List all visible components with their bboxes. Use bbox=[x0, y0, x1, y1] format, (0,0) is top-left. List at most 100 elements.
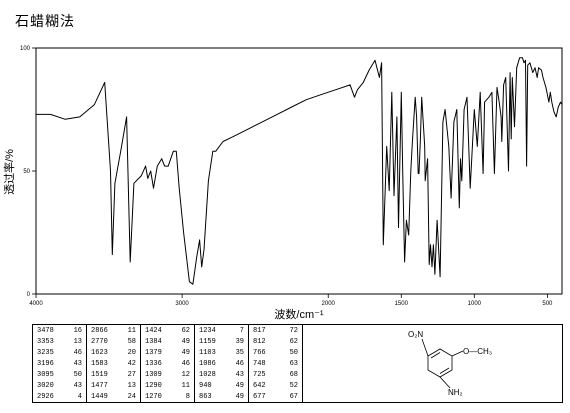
peak-row: 1449 24 bbox=[87, 392, 140, 403]
peak-row: 940 49 bbox=[195, 381, 248, 392]
peak-row: 1384 49 bbox=[141, 337, 194, 348]
peak-wavenumber: 2770 bbox=[91, 338, 108, 346]
peak-column: 1424 62 1384 49 1379 49 1336 46 1309 12 1290 11 1270… bbox=[141, 325, 195, 402]
peak-row: 3353 13 bbox=[33, 337, 86, 348]
peak-column: 2866 11 2770 58 1623 20 1583 42 1519 27 1477 13 1449… bbox=[87, 325, 141, 402]
axis-ticks bbox=[32, 47, 548, 298]
peak-transmittance: 35 bbox=[235, 349, 244, 357]
peak-wavenumber: 863 bbox=[199, 393, 212, 401]
peak-transmittance: 13 bbox=[73, 338, 82, 346]
peak-row: 863 49 bbox=[195, 392, 248, 403]
peak-wavenumber: 2866 bbox=[91, 327, 108, 335]
peak-wavenumber: 1103 bbox=[199, 349, 216, 357]
chart-title: 石蜡糊法 bbox=[15, 13, 75, 29]
peak-row: 1477 13 bbox=[87, 381, 140, 392]
peak-transmittance: 62 bbox=[289, 338, 298, 346]
peak-transmittance: 24 bbox=[127, 393, 136, 401]
peak-wavenumber: 1086 bbox=[199, 360, 216, 368]
peak-row: 748 63 bbox=[249, 359, 302, 370]
peak-transmittance: 43 bbox=[73, 382, 82, 390]
y-tick-label: 100 bbox=[20, 46, 31, 52]
peak-row: 2770 58 bbox=[87, 337, 140, 348]
x-tick-label: 1000 bbox=[468, 301, 482, 307]
peak-row: 725 68 bbox=[249, 370, 302, 381]
peak-transmittance: 67 bbox=[289, 393, 298, 401]
peak-row: 642 52 bbox=[249, 381, 302, 392]
peak-transmittance: 49 bbox=[181, 349, 190, 357]
peak-transmittance: 11 bbox=[127, 327, 136, 335]
peak-transmittance: 52 bbox=[289, 382, 298, 390]
x-tick-label: 2000 bbox=[322, 301, 336, 307]
series-layer bbox=[36, 57, 563, 285]
peak-row: 1270 8 bbox=[141, 392, 194, 403]
y-tick-label: 50 bbox=[23, 169, 30, 175]
x-tick-label: 4000 bbox=[29, 301, 43, 307]
peak-wavenumber: 642 bbox=[253, 382, 266, 390]
peak-wavenumber: 3095 bbox=[37, 371, 54, 379]
peak-row: 1623 20 bbox=[87, 348, 140, 359]
peak-row: 1086 46 bbox=[195, 359, 248, 370]
peak-row: 817 72 bbox=[249, 326, 302, 337]
peak-wavenumber: 1379 bbox=[145, 349, 162, 357]
structure-cell: O₂N O—CH₃ NH₂ bbox=[305, 325, 562, 402]
peak-transmittance: 4 bbox=[77, 393, 82, 401]
peak-transmittance: 16 bbox=[73, 327, 82, 335]
peak-transmittance: 50 bbox=[289, 349, 298, 357]
peak-wavenumber: 1384 bbox=[145, 338, 162, 346]
peak-wavenumber: 677 bbox=[253, 393, 266, 401]
peak-row: 1519 27 bbox=[87, 370, 140, 381]
peak-row: 2926 4 bbox=[33, 392, 86, 403]
x-tick-label: 1500 bbox=[395, 301, 409, 307]
amino-group-label: NH₂ bbox=[448, 388, 463, 397]
peak-transmittance: 42 bbox=[127, 360, 136, 368]
peak-row: 1234 7 bbox=[195, 326, 248, 337]
peak-transmittance: 49 bbox=[235, 393, 244, 401]
y-axis-label-text: 透过率/% bbox=[2, 149, 16, 195]
peak-row: 1028 43 bbox=[195, 370, 248, 381]
peak-row: 3020 43 bbox=[33, 381, 86, 392]
peak-wavenumber: 1336 bbox=[145, 360, 162, 368]
peak-transmittance: 12 bbox=[181, 371, 190, 379]
peak-row: 1424 62 bbox=[141, 326, 194, 337]
peak-transmittance: 43 bbox=[73, 360, 82, 368]
peak-transmittance: 49 bbox=[235, 382, 244, 390]
peak-row: 3095 50 bbox=[33, 370, 86, 381]
peak-transmittance: 11 bbox=[181, 382, 190, 390]
x-axis-label: 波数/cm⁻¹ bbox=[274, 308, 324, 321]
peak-wavenumber: 725 bbox=[253, 371, 266, 379]
methoxy-group-label: O—CH₃ bbox=[463, 347, 492, 356]
peak-wavenumber: 1449 bbox=[91, 393, 108, 401]
peak-row: 3196 43 bbox=[33, 359, 86, 370]
molecule-structure: O₂N O—CH₃ NH₂ bbox=[408, 330, 492, 397]
peak-table: 3478 16 3353 13 3235 46 3196 43 3095 50 3020 43 2926… bbox=[32, 324, 563, 403]
peak-wavenumber: 812 bbox=[253, 338, 266, 346]
peak-transmittance: 58 bbox=[127, 338, 136, 346]
peak-row: 1103 35 bbox=[195, 348, 248, 359]
peak-wavenumber: 1270 bbox=[145, 393, 162, 401]
peak-wavenumber: 1028 bbox=[199, 371, 216, 379]
peak-wavenumber: 3478 bbox=[37, 327, 54, 335]
benzene-ring bbox=[421, 338, 464, 389]
peak-row: 2866 11 bbox=[87, 326, 140, 337]
peak-row: 3235 46 bbox=[33, 348, 86, 359]
x-tick-label: 500 bbox=[542, 301, 553, 307]
peak-column: 817 72 812 62 766 50 748 63 725 68 642 52 677 67 bbox=[249, 325, 303, 402]
y-tick-label: 0 bbox=[27, 292, 31, 298]
axis-tick-labels: 4000 3000 2000 1500 1000 500 0 50 100 bbox=[20, 46, 553, 307]
peak-wavenumber: 817 bbox=[253, 327, 266, 335]
peak-transmittance: 63 bbox=[289, 360, 298, 368]
peak-row: 1379 49 bbox=[141, 348, 194, 359]
peak-transmittance: 46 bbox=[73, 349, 82, 357]
peak-row: 3478 16 bbox=[33, 326, 86, 337]
peak-wavenumber: 1159 bbox=[199, 338, 216, 346]
peak-wavenumber: 3353 bbox=[37, 338, 54, 346]
peak-wavenumber: 1309 bbox=[145, 371, 162, 379]
peak-row: 1309 12 bbox=[141, 370, 194, 381]
peak-transmittance: 43 bbox=[235, 371, 244, 379]
peak-transmittance: 20 bbox=[127, 349, 136, 357]
peak-transmittance: 13 bbox=[127, 382, 136, 390]
peak-column: 1234 7 1159 39 1103 35 1086 46 1028 43 940 49 863 49 bbox=[195, 325, 249, 402]
nitro-group-label: O₂N bbox=[408, 330, 423, 339]
peak-transmittance: 46 bbox=[235, 360, 244, 368]
